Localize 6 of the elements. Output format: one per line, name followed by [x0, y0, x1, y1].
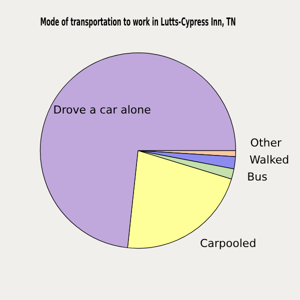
slice-label: Carpooled [200, 237, 256, 250]
slice-label: Bus [247, 170, 268, 184]
slice-label: Walked [249, 153, 290, 166]
slice-label: Other [250, 136, 282, 150]
slice-label: Drove a car alone [53, 103, 152, 116]
chart-title: Mode of transportation to work in Lutts-Cypress Inn, TN [40, 16, 236, 30]
